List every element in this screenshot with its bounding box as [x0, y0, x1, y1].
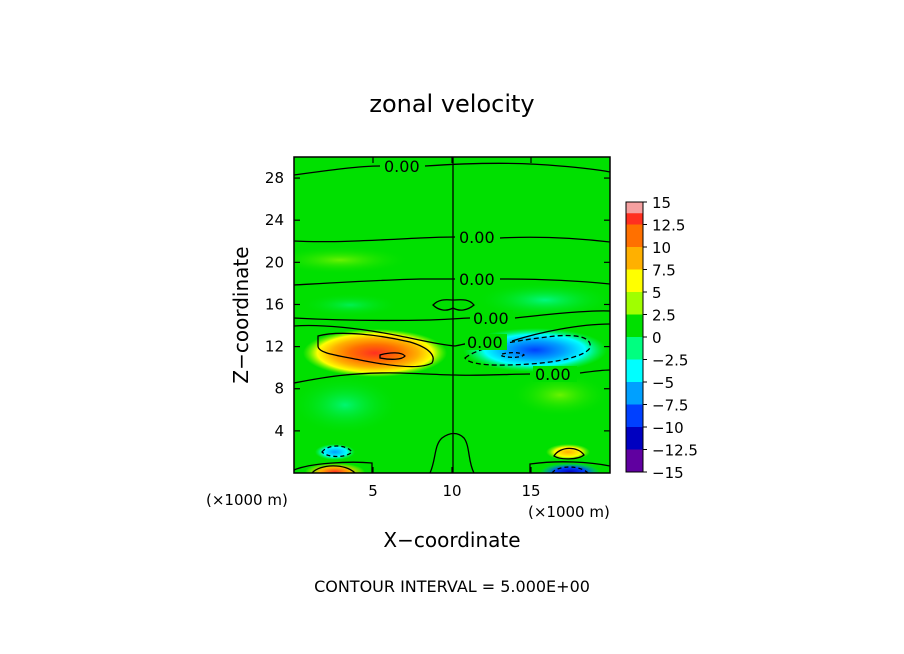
contour-line-19: [294, 278, 610, 286]
x-unit-note-right: (×1000 m): [528, 503, 610, 521]
surface-positive-east: [546, 444, 590, 460]
weak-negative-band-east: [475, 282, 610, 318]
contour-label: 0.00: [459, 270, 495, 289]
x-axis: 5 10 15: [368, 157, 541, 500]
x-axis-label: X−coordinate: [383, 528, 520, 552]
x-unit-note-left: (×1000 m): [206, 491, 288, 509]
contour-negative-jet-core: [501, 351, 526, 359]
y-tick-label: 8: [274, 380, 284, 398]
colorbar-label: 7.5: [652, 262, 676, 280]
contour-label: 0.00: [473, 309, 509, 328]
colorbar-band: [626, 382, 643, 405]
contour-labels: 0.00 0.00 0.00 0.00 0.00 0.00: [382, 157, 577, 384]
positive-jet: [303, 329, 447, 377]
colorbar-band: [626, 427, 643, 450]
colorbar-label: −7.5: [652, 397, 688, 415]
contour-surface-east-neg: [551, 466, 589, 473]
colorbar-band: [626, 269, 643, 293]
y-tick-label: 20: [265, 253, 284, 271]
colorbar-band: [626, 224, 643, 248]
y-tick-label: 24: [265, 211, 284, 229]
colorbar-label: 0: [652, 329, 662, 347]
x-tick-label: 10: [442, 482, 461, 500]
contour-label: 0.00: [384, 157, 420, 176]
colorbar-band: [626, 247, 643, 270]
colorbar-label: −5: [652, 374, 674, 392]
y-axis-label: Z−coordinate: [229, 246, 253, 383]
weak-positive-upper: [294, 246, 410, 274]
contour-lower-bump: [429, 432, 475, 473]
colorbar-band: [626, 359, 643, 383]
colorbar-band: [626, 449, 643, 473]
contour-positive-jet-core: [379, 352, 406, 360]
colorbar-label: −15: [652, 464, 684, 482]
plot-area: 0.00 0.00 0.00 0.00 0.00 0.00: [294, 157, 610, 473]
y-tick-label: 28: [265, 169, 284, 187]
contour-line-22: [294, 236, 610, 243]
weak-positive-lower-east: [510, 373, 610, 417]
contour-line-top: [294, 162, 610, 176]
weak-negative-lower-west: [294, 375, 400, 435]
contour-label: 0.00: [459, 228, 495, 247]
surface-negative-west: [315, 444, 355, 460]
chart-title: zonal velocity: [369, 90, 534, 118]
contour-surface-west-neg: [321, 445, 353, 458]
colorbar-label: 2.5: [652, 307, 676, 325]
colorbar-label: 12.5: [652, 217, 685, 235]
contour-cusp: [432, 299, 475, 311]
colorbar-label: 15: [652, 194, 671, 212]
y-tick-label: 16: [265, 295, 284, 313]
y-tick-label: 4: [274, 422, 284, 440]
contour-surface-west: [294, 461, 373, 473]
x-tick-label: 5: [368, 482, 378, 500]
x-tick-label: 15: [521, 482, 540, 500]
colorbar-band-top: [626, 202, 643, 214]
colorbar-band: [626, 404, 643, 428]
contour-interval-footer: CONTOUR INTERVAL = 5.000E+00: [314, 577, 590, 596]
y-axis: 4 8 12 16 20 24 28: [265, 169, 610, 440]
colorbar-band: [626, 292, 643, 315]
colorbar-band: [626, 314, 643, 338]
surface-positive-west: [305, 463, 365, 473]
y-tick-label: 12: [265, 338, 284, 356]
contour-line-9: [294, 369, 610, 384]
colorbar-label: −2.5: [652, 352, 688, 370]
colorbar-label: 5: [652, 284, 662, 302]
colorbar-label: −10: [652, 419, 684, 437]
colorbar-band: [626, 337, 643, 360]
contour-label: 0.00: [535, 365, 571, 384]
contour-positive-jet: [317, 332, 434, 368]
contour-label: 0.00: [467, 333, 503, 352]
contour-negative-jet: [464, 334, 591, 366]
contour-line-15: [294, 310, 610, 322]
colorbar-label: 10: [652, 239, 671, 257]
colorbar-label: −12.5: [652, 442, 698, 460]
contour-surface-east: [529, 461, 610, 473]
surface-negative-east: [540, 463, 600, 473]
contour-surface-east-pos: [553, 447, 585, 460]
weak-negative-band-west: [300, 293, 400, 317]
contour-surface-west-pos: [311, 465, 356, 473]
colorbar: 15 12.5 10 7.5 5 2.5 0 −2.5 −5 −7.5 −10 −12.5 −15: [625, 194, 698, 482]
